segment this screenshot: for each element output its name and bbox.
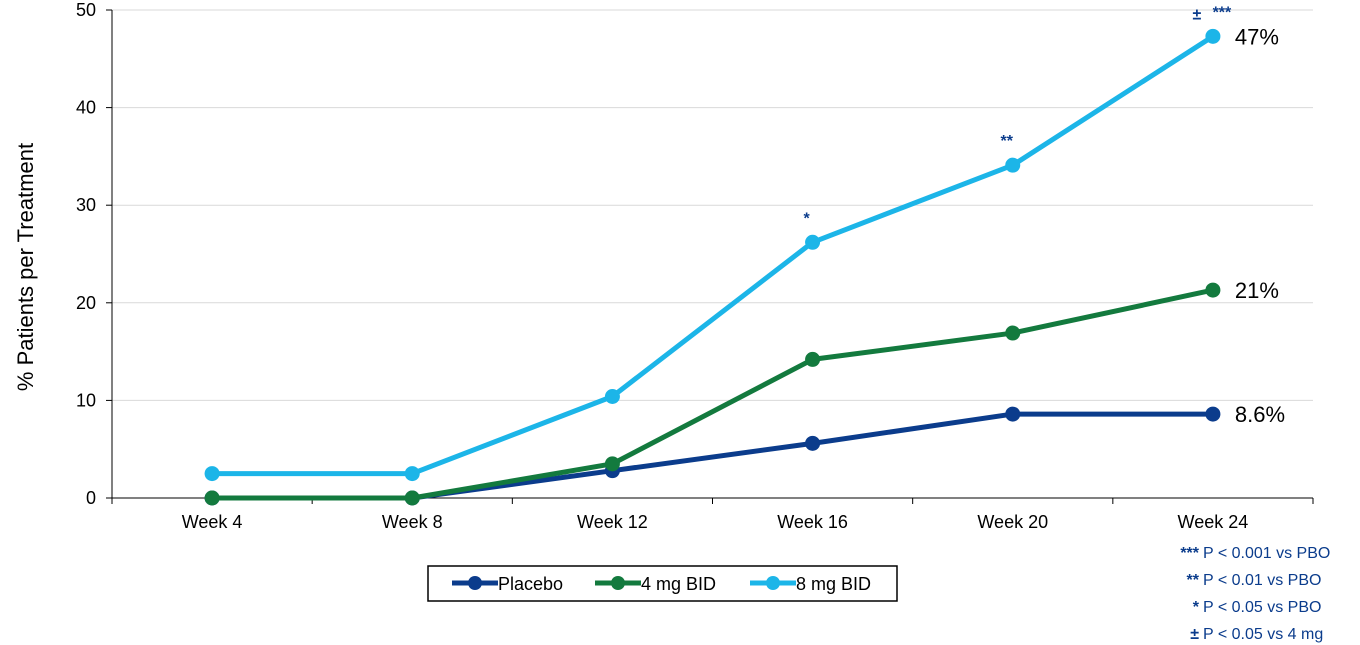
y-tick-label: 0 [86,488,96,508]
data-point [805,435,821,451]
significance-footnotes: *** P < 0.001 vs PBO** P < 0.01 vs PBO* P <… [1180,545,1330,643]
significance-marker: ** [1001,133,1014,150]
significance-marker: * [803,210,810,227]
significance-markers: ******± [803,4,1232,227]
footnote-marker: * [1193,599,1200,616]
data-point [1005,406,1021,422]
data-point [1205,406,1221,422]
data-point [404,490,420,506]
x-tick-label: Week 8 [382,512,443,532]
series-4-mg-bid [204,282,1221,506]
footnote-marker: ** [1187,572,1200,589]
footnote-text: P < 0.001 vs PBO [1203,545,1330,562]
data-point [404,466,420,482]
data-point [1205,28,1221,44]
data-point [204,490,220,506]
data-point [604,388,620,404]
footnote-text: P < 0.05 vs 4 mg [1203,626,1323,643]
y-axis-label: % Patients per Treatment [13,143,38,391]
footnote-marker: ± [1190,626,1199,643]
y-tick-label: 20 [76,293,96,313]
legend-label: Placebo [498,574,563,594]
legend: Placebo 4 mg BID 8 mg BID [427,565,898,602]
data-point [204,466,220,482]
x-tick-label: Week 24 [1178,512,1249,532]
y-tick-label: 50 [76,0,96,20]
x-tick-label: Week 4 [182,512,243,532]
end-value-label: 47% [1235,24,1279,49]
footnote-marker: *** [1180,545,1199,562]
end-value-label: 21% [1235,278,1279,303]
significance-marker-vs-4mg: ± [1193,6,1202,23]
footnote-text: P < 0.05 vs PBO [1203,599,1321,616]
legend-box [427,565,898,602]
series-8-mg-bid [204,28,1221,482]
end-labels: 8.6% 21% 47% [1235,24,1285,427]
significance-marker: *** [1213,4,1232,21]
legend-swatch-marker [766,576,780,590]
series-line [212,287,1214,501]
data-point [1205,282,1221,298]
series-line [212,34,1215,477]
x-tick-label: Week 16 [777,512,848,532]
data-point [604,456,620,472]
series-placebo [204,406,1221,506]
data-point [805,351,821,367]
series-lines [204,28,1221,506]
legend-swatch-marker [611,576,625,590]
y-tick-labels: 0 10 20 30 40 50 [76,0,96,508]
data-point [1005,157,1021,173]
axes [111,10,1314,504]
gridlines [106,9,1313,499]
x-tick-labels: Week 4 Week 8 Week 12 Week 16 Week 20 Week 24 [182,512,1249,532]
legend-label: 4 mg BID [641,574,716,594]
y-tick-label: 30 [76,195,96,215]
x-tick-label: Week 20 [977,512,1048,532]
end-value-label: 8.6% [1235,402,1285,427]
legend-label: 8 mg BID [796,574,871,594]
y-tick-label: 10 [76,390,96,410]
series-line [212,411,1213,501]
data-point [805,234,821,250]
x-tick-label: Week 12 [577,512,648,532]
legend-swatch-marker [468,576,482,590]
y-tick-label: 40 [76,98,96,118]
footnote-text: P < 0.01 vs PBO [1203,572,1321,589]
data-point [1005,325,1021,341]
